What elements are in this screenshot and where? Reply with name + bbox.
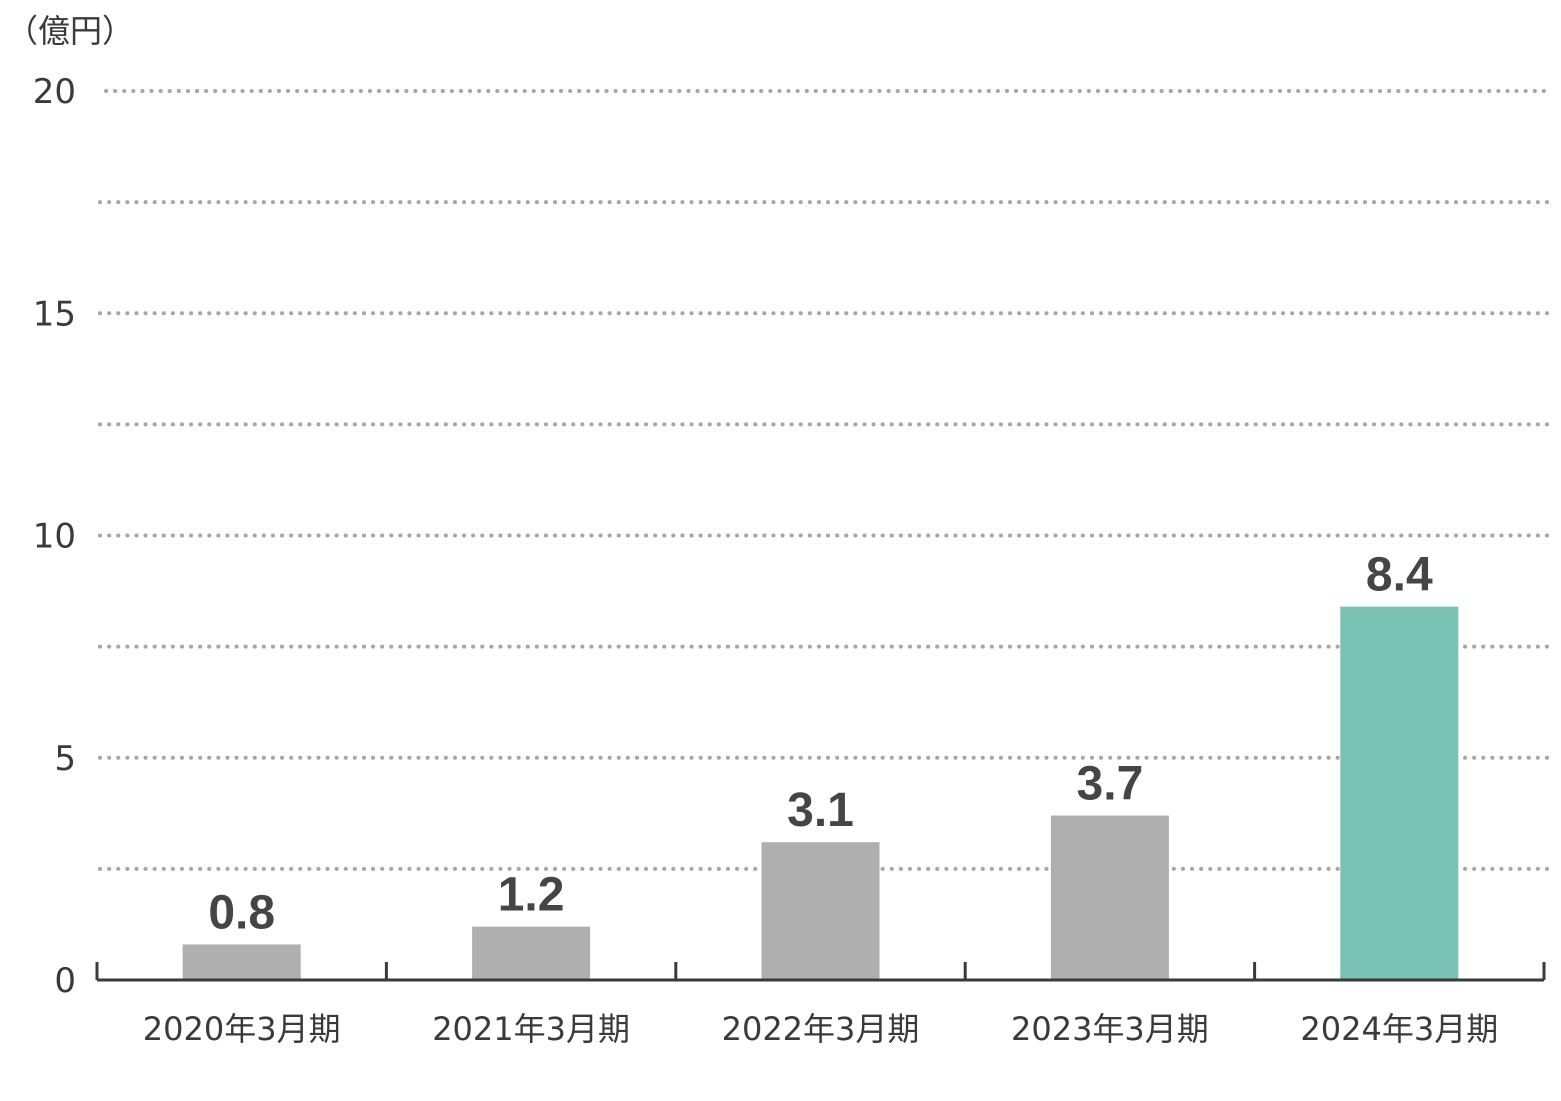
data-label-1: 0.8 [208, 886, 275, 939]
bars [182, 606, 1459, 980]
bar-2 [472, 926, 591, 980]
bar-3 [761, 842, 880, 980]
y-tick-label: 15 [33, 294, 76, 334]
x-tick-label: 2020年3月期 [143, 1010, 341, 1048]
data-label-2: 1.2 [498, 869, 565, 922]
x-tick-label: 2024年3月期 [1300, 1010, 1498, 1048]
x-tick-labels: 2020年3月期 2021年3月期 2022年3月期 2023年3月期 2024年3月期 [143, 1010, 1498, 1048]
bar-5 [1340, 606, 1459, 980]
data-labels: 0.8 1.2 3.1 3.7 8.4 [208, 549, 1433, 940]
y-tick-labels: 0 5 10 15 20 [33, 72, 76, 1001]
y-tick-label: 20 [33, 72, 76, 112]
bar-1 [182, 944, 301, 980]
x-tick-label: 2022年3月期 [722, 1010, 920, 1048]
x-axis [95, 962, 1546, 982]
y-tick-label: 10 [33, 517, 76, 557]
y-tick-label: 0 [54, 961, 76, 1001]
x-tick-label: 2021年3月期 [432, 1010, 630, 1048]
y-unit-label: （億円） [6, 12, 134, 50]
data-label-3: 3.1 [787, 784, 854, 837]
x-tick-label: 2023年3月期 [1011, 1010, 1209, 1048]
bar-4 [1050, 815, 1169, 980]
data-label-5: 8.4 [1366, 549, 1433, 602]
data-label-4: 3.7 [1077, 758, 1144, 811]
gridlines [98, 89, 1550, 871]
y-tick-label: 5 [54, 739, 76, 779]
